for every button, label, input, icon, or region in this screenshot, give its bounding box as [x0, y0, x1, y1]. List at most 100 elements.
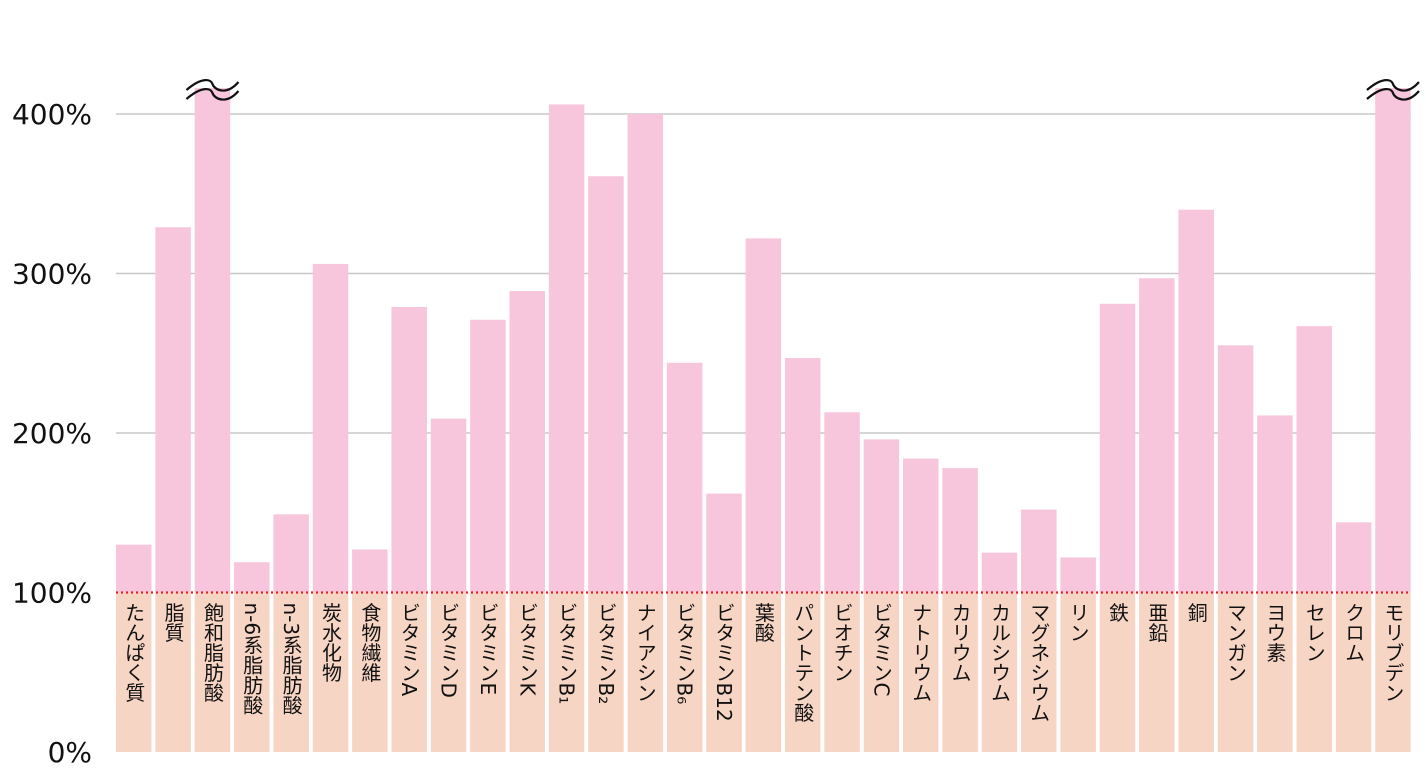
category-label: たんぱく質	[122, 603, 146, 703]
category-label: ビタミンE	[476, 602, 500, 695]
category-label: ビタミンA	[397, 602, 421, 696]
category-label: ビタミンB₂	[594, 602, 618, 704]
bar-base-segment	[352, 592, 388, 752]
bar	[706, 493, 742, 593]
bar-base-segment	[1139, 592, 1175, 752]
bar	[1257, 415, 1293, 593]
bar-base-segment	[548, 592, 585, 752]
bar-base-segment	[981, 592, 1018, 752]
bar	[116, 544, 152, 593]
bar	[1099, 303, 1136, 593]
bar	[1139, 278, 1175, 593]
category-label: ビタミンB12	[712, 602, 736, 722]
category-label: 飽和脂肪酸	[200, 602, 224, 702]
bar-base-segment	[1335, 592, 1372, 752]
category-label: ビタミンK	[515, 602, 539, 696]
category-label: モリブデン	[1381, 603, 1405, 703]
y-tick-label: 0%	[48, 736, 92, 769]
category-label: カルシウム	[987, 603, 1011, 703]
bar	[1021, 509, 1057, 593]
bar	[194, 88, 231, 593]
bar-base-segment	[666, 592, 703, 752]
bar-base-segment	[430, 592, 467, 752]
bar-base-segment	[391, 592, 427, 752]
bar	[942, 468, 978, 593]
y-tick-label: 200%	[12, 417, 92, 450]
category-label: 葉酸	[751, 602, 775, 642]
category-label: ビタミンB₆	[673, 602, 697, 704]
bar-base-segment	[155, 592, 191, 752]
bar-base-segment	[1021, 592, 1057, 752]
bar-base-segment	[1257, 592, 1293, 752]
category-label: ビタミンC	[869, 602, 893, 696]
category-label: クロム	[1342, 603, 1366, 663]
break-mark	[1366, 78, 1420, 101]
bar-base-segment	[1060, 592, 1096, 752]
y-tick-label: 400%	[12, 98, 92, 131]
category-label: n-6系脂肪酸	[240, 603, 264, 716]
category-label: ビオチン	[830, 602, 854, 682]
y-tick-label: 100%	[12, 577, 92, 610]
axis-break-marks	[185, 78, 1420, 101]
bar	[430, 418, 467, 593]
bar	[627, 114, 664, 593]
bar-base-segment	[273, 592, 309, 752]
category-label: カリウム	[948, 603, 972, 683]
category-label: 炭水化物	[319, 602, 343, 682]
bar-base-segment	[1178, 592, 1214, 752]
break-wave	[1366, 87, 1420, 101]
bar	[981, 552, 1018, 593]
break-wave	[185, 78, 240, 92]
category-labels: たんぱく質 脂質 飽和脂肪酸 n-6系脂肪酸 n-3系脂肪酸 炭水化物 食物繊維 ビタミンA ビ…	[122, 602, 1405, 722]
bar	[1178, 209, 1214, 593]
category-label: 銅	[1184, 602, 1208, 622]
bar-base-segment	[1217, 592, 1254, 752]
category-label: ビタミンB₁	[555, 602, 579, 704]
bar	[312, 263, 349, 593]
category-label-band	[116, 592, 1411, 752]
bar	[824, 412, 860, 593]
category-label: パントテン酸	[791, 603, 815, 723]
bar-base-segment	[588, 592, 624, 752]
bar	[863, 439, 900, 593]
bar-base-segment	[863, 592, 900, 752]
category-label: ヨウ素	[1263, 603, 1287, 663]
bar-base-segment	[1296, 592, 1332, 752]
bar-base-segment	[784, 592, 821, 752]
bar	[1335, 522, 1372, 593]
bar	[745, 238, 782, 593]
bar-base-segment	[745, 592, 782, 752]
bar-base-segment	[234, 592, 270, 752]
bar	[903, 458, 939, 593]
bar-base-segment	[824, 592, 860, 752]
bar	[666, 362, 703, 593]
category-label: n-3系脂肪酸	[279, 603, 303, 716]
bar	[273, 514, 309, 593]
break-wave	[185, 87, 240, 101]
bar-base-segment	[1375, 592, 1411, 752]
category-label: 鉄	[1106, 602, 1130, 622]
break-mark	[185, 78, 240, 101]
y-tick-label: 300%	[12, 258, 92, 291]
bar	[352, 549, 388, 593]
category-label: リン	[1066, 603, 1090, 643]
bar	[1217, 345, 1254, 593]
bar	[509, 291, 545, 593]
y-axis-tick-labels: 0% 100% 200% 300% 400%	[12, 98, 92, 769]
bar-base-segment	[509, 592, 545, 752]
bar	[1375, 88, 1411, 593]
bar	[548, 104, 585, 593]
bar-base-segment	[1099, 592, 1136, 752]
category-label: ナイアシン	[633, 603, 657, 703]
bars	[116, 88, 1411, 593]
bar	[1296, 326, 1332, 593]
category-label: 亜鉛	[1145, 603, 1169, 643]
category-label: ナトリウム	[909, 603, 933, 703]
bar-base-segment	[194, 592, 231, 752]
category-label: セレン	[1302, 603, 1326, 663]
category-label: ビタミンD	[437, 602, 461, 698]
bar-base-segment	[312, 592, 349, 752]
bar-base-segment	[627, 592, 664, 752]
bar	[234, 562, 270, 593]
